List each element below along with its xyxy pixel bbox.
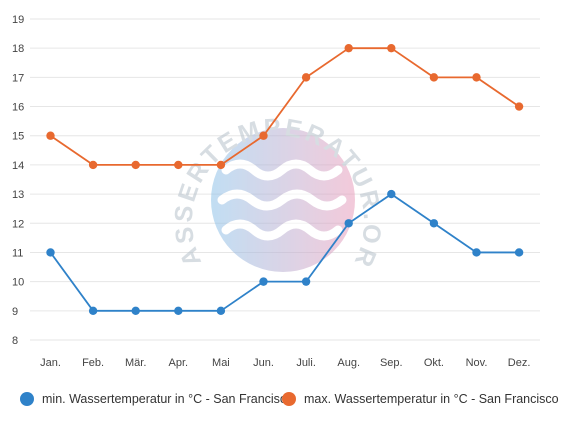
x-tick-label: Jun.	[253, 357, 274, 369]
data-point-max	[472, 73, 481, 82]
data-point-max	[46, 131, 55, 140]
legend-item-max[interactable]: max. Wassertemperatur in °C - San Franci…	[282, 392, 559, 406]
x-tick-label: Okt.	[424, 357, 444, 369]
y-tick-label: 9	[12, 306, 18, 318]
x-tick-label: Mai	[212, 357, 230, 369]
legend-label-min: min. Wassertemperatur in °C - San Franci…	[42, 392, 294, 406]
data-point-max	[88, 160, 98, 170]
legend-dot-min-icon	[20, 392, 34, 406]
x-tick-label: Dez.	[508, 357, 531, 369]
y-tick-label: 10	[12, 277, 24, 289]
data-point-min	[344, 219, 353, 228]
data-point-max	[216, 160, 226, 170]
data-point-max	[174, 160, 183, 170]
data-point-min	[387, 189, 396, 199]
x-tick-label: Juli.	[296, 357, 316, 369]
y-tick-label: 18	[12, 43, 24, 55]
watermark-wave-icon	[221, 159, 343, 181]
series-line-max	[49, 47, 520, 166]
data-point-max	[387, 43, 396, 53]
data-series	[46, 43, 524, 316]
legend-label-max: max. Wassertemperatur in °C - San Franci…	[304, 392, 559, 406]
data-point-min	[131, 306, 140, 316]
y-tick-label: 8	[12, 335, 18, 347]
data-point-min	[46, 248, 55, 257]
axis-labels: 8 9 10 11 12 13 14 15 16 17 18 19 Jan. Feb. Mär. Apr. Ma…	[12, 14, 530, 369]
series-line-min	[49, 193, 520, 312]
y-tick-label: 16	[12, 102, 24, 114]
data-point-max	[514, 102, 524, 111]
data-point-min	[88, 306, 98, 316]
y-tick-label: 13	[12, 189, 24, 201]
data-point-min	[216, 306, 226, 316]
data-point-max	[301, 73, 311, 82]
x-tick-label: Feb.	[82, 357, 104, 369]
x-tick-label: Sep.	[380, 357, 403, 369]
watermark-logo: WASSERTEMPERATUR.ORG	[0, 0, 383, 273]
data-point-max	[344, 43, 353, 53]
legend: min. Wassertemperatur in °C - San Franci…	[0, 392, 564, 418]
x-tick-label: Mär.	[125, 357, 146, 369]
legend-item-min[interactable]: min. Wassertemperatur in °C - San Franci…	[20, 392, 293, 406]
data-point-min	[514, 248, 524, 257]
data-point-max	[429, 73, 439, 82]
x-tick-label: Aug.	[337, 357, 360, 369]
y-tick-label: 17	[12, 72, 24, 84]
watermark-wave-icon	[221, 219, 343, 241]
data-point-min	[429, 219, 439, 228]
data-point-min	[472, 248, 481, 257]
data-point-min	[174, 306, 183, 316]
x-tick-label: Apr.	[169, 357, 189, 369]
x-tick-label: Nov.	[466, 357, 488, 369]
y-tick-label: 15	[12, 131, 24, 143]
data-point-max	[259, 131, 268, 140]
watermark-wave-icon	[217, 189, 347, 211]
y-tick-label: 11	[12, 247, 23, 259]
data-point-min	[259, 277, 268, 286]
x-tick-label: Jan.	[40, 357, 61, 369]
data-point-min	[301, 277, 311, 286]
data-point-max	[131, 160, 140, 170]
legend-dot-max-icon	[282, 392, 296, 406]
y-tick-label: 19	[12, 14, 24, 26]
y-tick-label: 14	[12, 160, 24, 172]
y-tick-label: 12	[12, 218, 24, 230]
